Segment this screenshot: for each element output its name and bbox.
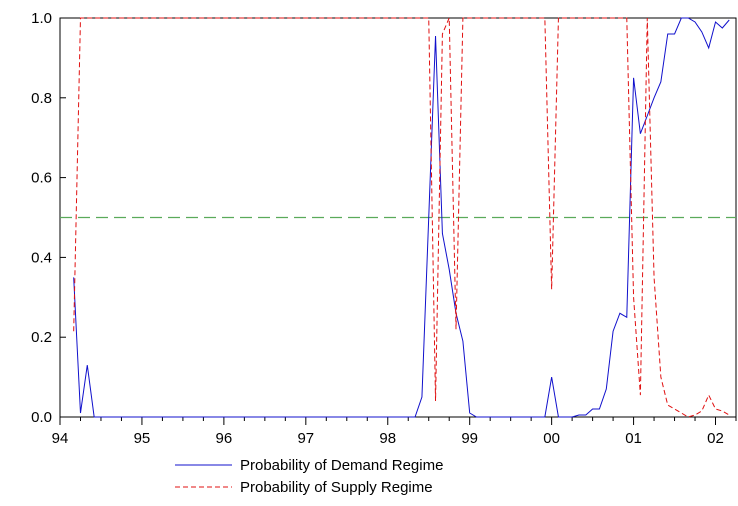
x-tick-label: 99 <box>461 430 478 447</box>
y-tick-label: 1.0 <box>31 10 52 27</box>
x-tick-label: 01 <box>625 430 642 447</box>
x-tick-label: 94 <box>52 430 69 447</box>
y-tick-label: 0.8 <box>31 90 52 107</box>
x-tick-label: 97 <box>297 430 314 447</box>
y-tick-label: 0.4 <box>31 249 52 266</box>
y-tick-label: 0.2 <box>31 329 52 346</box>
x-tick-label: 00 <box>543 430 560 447</box>
x-tick-label: 02 <box>707 430 724 447</box>
x-axis: 94 95 96 97 98 99 00 01 02 <box>52 417 737 447</box>
y-axis: 0.0 0.2 0.4 0.6 0.8 1.0 <box>31 10 66 426</box>
series-line-demand-regime <box>73 17 730 418</box>
legend: Probability of Demand Regime Probability… <box>175 457 443 496</box>
series-lines <box>73 17 730 418</box>
legend-label-demand: Probability of Demand Regime <box>240 457 443 474</box>
y-tick-label: 0.0 <box>31 409 52 426</box>
x-tick-label: 95 <box>134 430 151 447</box>
x-tick-label: 96 <box>216 430 233 447</box>
series-line-supply-regime <box>73 17 730 418</box>
legend-label-supply: Probability of Supply Regime <box>240 479 433 496</box>
x-tick-label: 98 <box>379 430 396 447</box>
y-tick-label: 0.6 <box>31 170 52 187</box>
